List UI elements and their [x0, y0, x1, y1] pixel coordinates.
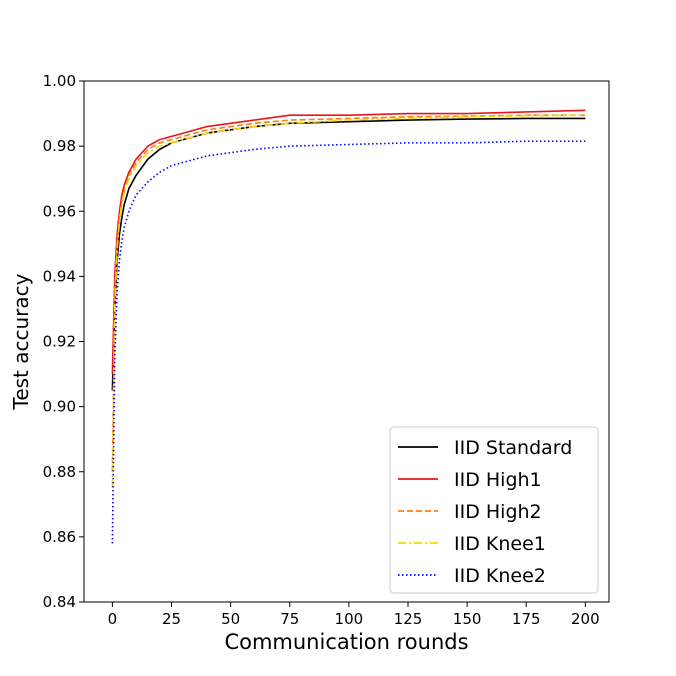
- y-tick-label: 0.94: [43, 267, 76, 285]
- legend-label: IID Knee1: [454, 533, 546, 555]
- legend-entry: IID High1: [398, 469, 542, 491]
- y-tick-label: 0.96: [43, 202, 76, 220]
- y-tick-label: 0.86: [43, 528, 76, 546]
- series-line-iid-high1: [111, 109, 586, 375]
- x-axis-ticks: 0 25 50 75 100 125 150 175 200: [108, 602, 600, 628]
- y-tick-label: 0.90: [43, 398, 76, 416]
- y-axis-ticks: 0.84 0.86 0.88 0.90 0.92 0.94 0.96 0.98 1.00: [43, 72, 84, 611]
- legend-entry: IID Knee1: [398, 533, 546, 555]
- y-tick-label: 0.98: [43, 137, 76, 155]
- x-tick-label: 50: [221, 610, 240, 628]
- x-tick-label: 200: [571, 610, 600, 628]
- x-tick-label: 150: [453, 610, 482, 628]
- y-tick-label: 1.00: [43, 72, 76, 90]
- legend-entry: IID Knee2: [398, 565, 546, 587]
- x-tick-label: 75: [280, 610, 299, 628]
- x-tick-label: 0: [108, 610, 118, 628]
- legend: IID Standard IID High1 IID High2 IID Knee1 I…: [389, 426, 599, 594]
- y-tick-label: 0.88: [43, 463, 76, 481]
- series-layer: [111, 109, 586, 544]
- legend-label: IID Standard: [454, 437, 572, 459]
- legend-label: IID High1: [454, 469, 542, 491]
- x-tick-label: 100: [335, 610, 364, 628]
- x-tick-label: 175: [512, 610, 541, 628]
- x-tick-label: 125: [394, 610, 423, 628]
- y-tick-label: 0.84: [43, 593, 76, 611]
- series-line-iid-standard: [111, 117, 586, 391]
- series-line-iid-knee1: [111, 114, 586, 489]
- y-tick-label: 0.92: [43, 333, 76, 351]
- series-line-iid-high2: [111, 114, 586, 472]
- legend-label: IID High2: [454, 501, 542, 523]
- legend-entry: IID High2: [398, 501, 542, 523]
- y-axis-label: Test accuracy: [9, 273, 33, 410]
- legend-label: IID Knee2: [454, 565, 546, 587]
- x-axis-label: Communication rounds: [224, 630, 468, 654]
- legend-entry: IID Standard: [398, 437, 572, 459]
- x-tick-label: 25: [162, 610, 181, 628]
- series-line-iid-knee2: [111, 140, 586, 544]
- legend-box: [389, 426, 599, 594]
